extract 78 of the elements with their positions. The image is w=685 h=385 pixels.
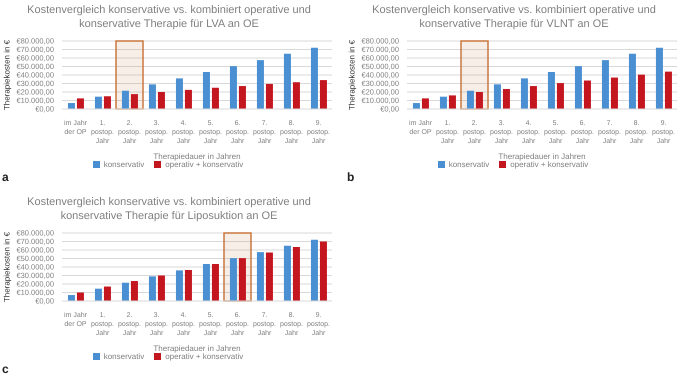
- bar: [664, 72, 672, 109]
- bar: [238, 258, 246, 301]
- bar: [130, 281, 138, 301]
- bar: [202, 72, 210, 109]
- bar: [256, 60, 264, 109]
- x-axis-title: Therapiedauer in Jahren: [153, 344, 241, 353]
- bar: [310, 240, 318, 301]
- legend-label: konservativ: [104, 160, 144, 169]
- bar: [176, 78, 183, 109]
- text: b: [347, 170, 354, 184]
- legend-label: operativ + konservativ: [165, 352, 244, 361]
- bar: [320, 242, 327, 301]
- chart-title: Kostenvergleich konservative vs. kombiniert operative und konservative Therapie für LVA an OE: [26, 3, 312, 32]
- bar: [122, 90, 129, 109]
- chart-title: Kostenvergleich konservative vs. kombiniert operative und konservative Therapie für Liposuktion an OE: [26, 195, 312, 224]
- bar: [212, 88, 219, 109]
- bar: [412, 103, 420, 109]
- bar: [422, 98, 429, 109]
- bar: [530, 86, 537, 109]
- bar: [574, 66, 582, 109]
- bar: [494, 84, 501, 109]
- bar: [284, 54, 291, 109]
- bar: [158, 276, 165, 301]
- legend-label: operativ + konservativ: [165, 160, 244, 169]
- bar: [656, 48, 663, 109]
- bar: [94, 288, 102, 301]
- bar: [184, 270, 192, 301]
- legend-label: konservativ: [448, 160, 490, 169]
- bar: [76, 292, 84, 301]
- bar: [266, 252, 273, 301]
- bar: [230, 258, 237, 301]
- bar: [628, 54, 636, 109]
- bar: [556, 83, 564, 109]
- bar: [184, 90, 192, 109]
- bar: [284, 246, 291, 301]
- bar: [520, 78, 528, 109]
- bar: [502, 89, 510, 109]
- text: a: [2, 170, 9, 184]
- bar: [130, 94, 138, 109]
- bar: [230, 66, 237, 109]
- bar: [476, 92, 483, 109]
- bar: [256, 252, 264, 301]
- bar: [158, 92, 165, 109]
- bar: [448, 95, 456, 109]
- bar: [68, 103, 75, 109]
- bar: [104, 286, 111, 301]
- bar: [238, 86, 246, 109]
- bar: [440, 96, 447, 109]
- legend-label: operativ + konservativ: [510, 160, 588, 169]
- bar: [548, 72, 555, 109]
- legend-label: konservativ: [104, 352, 144, 361]
- bar: [122, 282, 129, 301]
- bar: [202, 264, 210, 301]
- bar: [148, 84, 156, 109]
- bar: [292, 247, 300, 301]
- text: c: [2, 362, 9, 376]
- y-axis-title: Therapiekosten in €: [2, 232, 12, 302]
- bar: [320, 80, 327, 109]
- y-axis-title: Therapiekosten in €: [348, 40, 356, 110]
- bar: [466, 90, 474, 109]
- bar: [602, 60, 609, 109]
- x-axis-title: Therapiedauer in Jahren: [498, 152, 586, 161]
- bar: [292, 82, 300, 109]
- bar: [212, 264, 219, 301]
- bar: [638, 74, 645, 109]
- bar: [94, 96, 102, 109]
- bar: [310, 48, 318, 109]
- bar: [610, 78, 618, 109]
- bar: [104, 96, 111, 109]
- bar: [148, 276, 156, 301]
- bar: [176, 270, 183, 301]
- y-axis-title: Therapiekosten in €: [2, 40, 12, 110]
- x-axis-title: Therapiedauer in Jahren: [153, 152, 241, 161]
- bar: [76, 98, 84, 109]
- bar: [584, 80, 591, 109]
- bar: [266, 84, 273, 109]
- bar: [68, 295, 75, 301]
- chart-title: Kostenvergleich konservative vs. kombiniert operative und konservative Therapie für VLNT an OE: [371, 3, 657, 32]
